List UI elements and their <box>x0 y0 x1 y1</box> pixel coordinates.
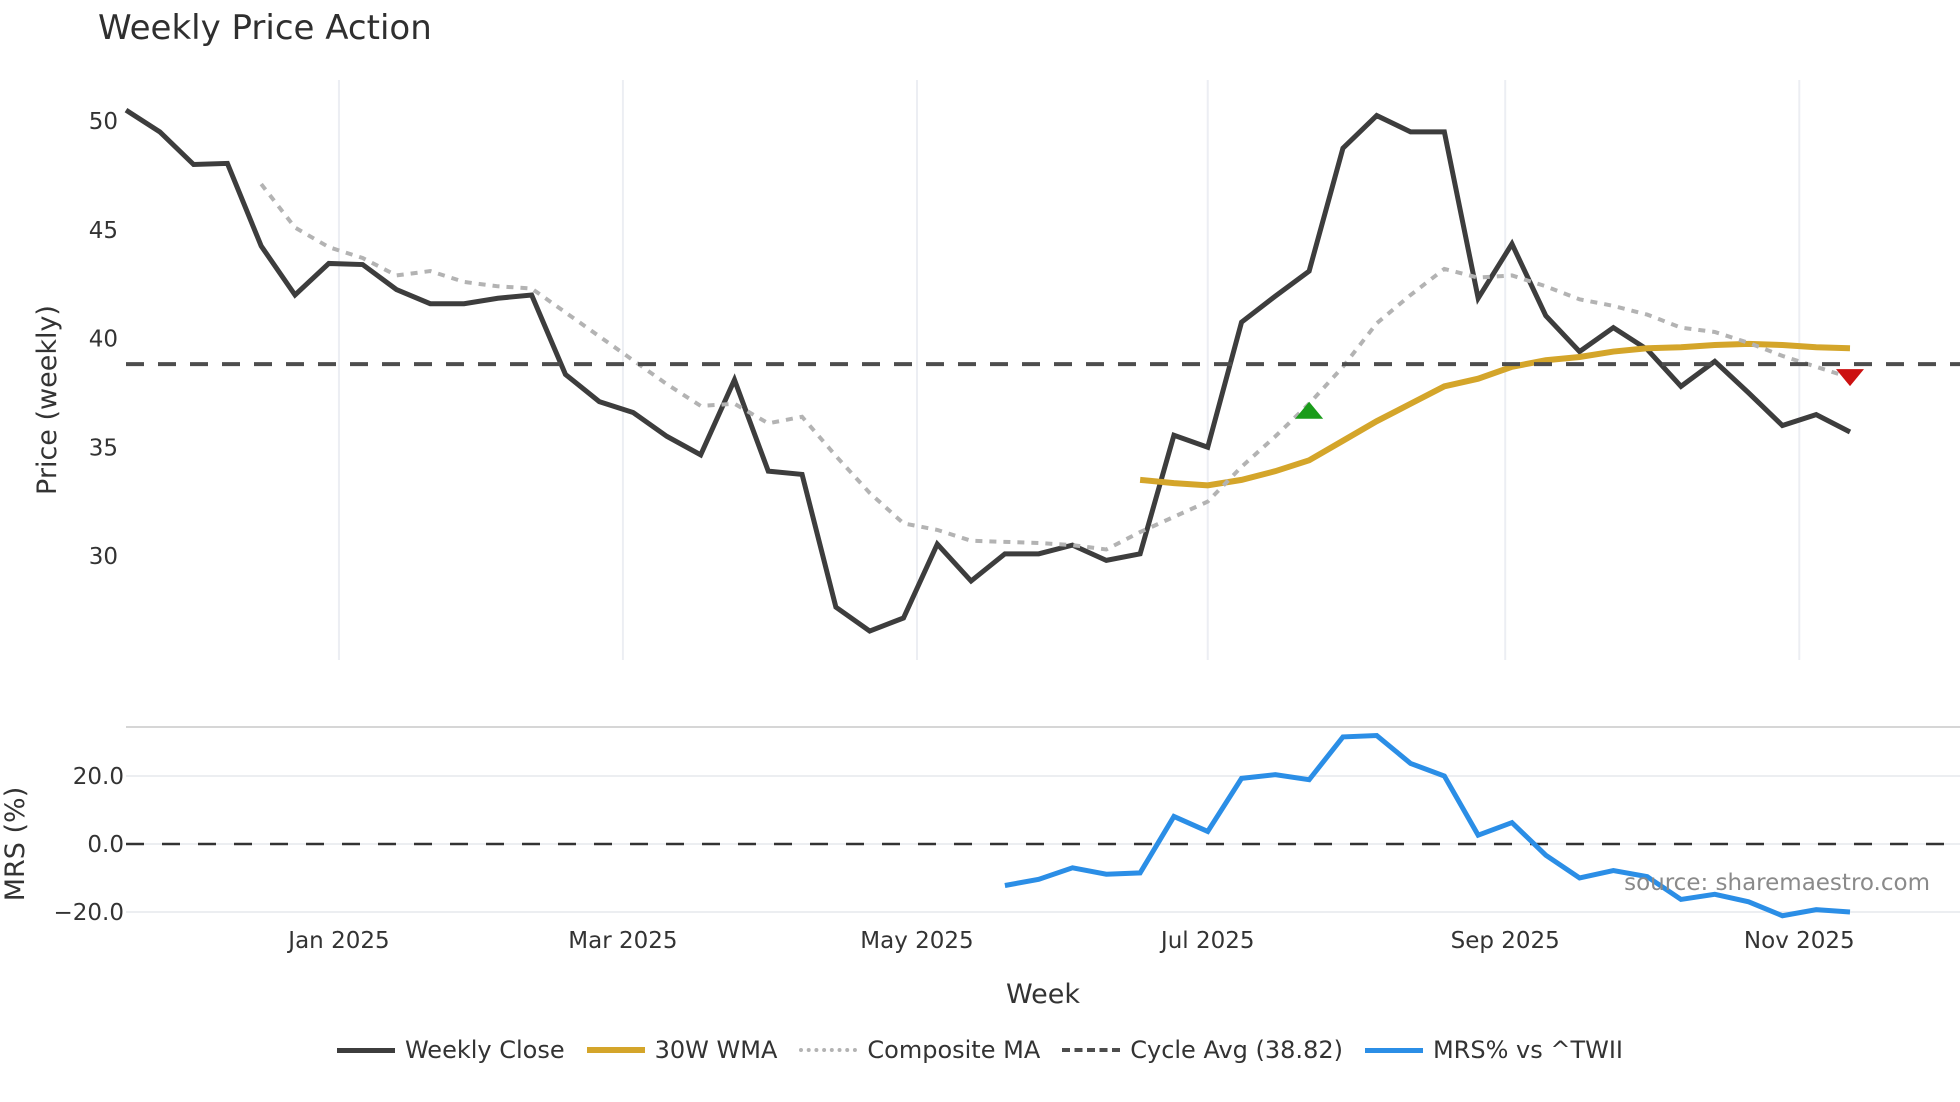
legend-label: Cycle Avg (38.82) <box>1130 1036 1343 1064</box>
x-axis: Jan 2025 Mar 2025 May 2025 Jul 2025 Sep 2025… <box>286 928 1854 1010</box>
legend-item-cycle-avg[interactable]: Cycle Avg (38.82) <box>1062 1036 1343 1064</box>
legend-item-composite-ma[interactable]: Composite MA <box>799 1036 1040 1064</box>
x-axis-label: Week <box>1006 979 1080 1010</box>
price-panel: 30 35 40 45 50 Price (weekly) <box>32 80 1960 660</box>
source-watermark: source: sharemaestro.com <box>1624 870 1930 896</box>
x-tick-label: Jan 2025 <box>286 928 389 954</box>
legend-item-mrs[interactable]: MRS% vs ^TWII <box>1364 1036 1624 1064</box>
legend-swatch-30w-wma <box>586 1047 645 1053</box>
buy-signal-icon <box>1295 401 1324 419</box>
legend-item-30w-wma[interactable]: 30W WMA <box>586 1036 778 1064</box>
chart-title: Weekly Price Action <box>98 8 432 48</box>
series-30w-wma <box>1139 340 1851 489</box>
legend: Weekly Close 30W WMA Composite MA Cycle … <box>0 1036 1960 1064</box>
x-tick-label: Jul 2025 <box>1159 928 1255 954</box>
y-tick-label: 50 <box>89 109 118 135</box>
legend-label: 30W WMA <box>654 1036 778 1064</box>
mrs-panel: 20.0 0.0 −20.0 MRS (%) source: sharemaestro.… <box>0 726 1960 926</box>
series-weekly-close <box>124 108 1852 634</box>
mrs-axis-label: MRS (%) <box>0 787 31 902</box>
legend-label: Composite MA <box>867 1036 1041 1064</box>
y-tick-label: 20.0 <box>73 764 124 790</box>
y-tick-label: 45 <box>89 218 118 244</box>
x-tick-label: Mar 2025 <box>568 928 677 954</box>
x-tick-label: Sep 2025 <box>1451 928 1560 954</box>
y-tick-label: −20.0 <box>54 900 124 926</box>
series-composite-ma <box>259 182 1851 552</box>
x-tick-label: Nov 2025 <box>1744 928 1855 954</box>
legend-label: Weekly Close <box>404 1036 565 1064</box>
legend-swatch-weekly-close <box>336 1047 395 1053</box>
legend-swatch-composite-ma <box>799 1048 858 1052</box>
y-tick-label: 0.0 <box>87 832 124 858</box>
series-mrs <box>1004 733 1851 919</box>
legend-label: MRS% vs ^TWII <box>1432 1036 1624 1064</box>
y-tick-label: 30 <box>89 544 118 570</box>
sell-signal-icon <box>1836 369 1864 387</box>
legend-swatch-mrs <box>1364 1047 1423 1053</box>
y-tick-label: 40 <box>89 327 118 353</box>
y-axis-label: Price (weekly) <box>32 305 63 495</box>
legend-item-weekly-close[interactable]: Weekly Close <box>336 1036 565 1064</box>
y-tick-label: 35 <box>89 435 118 461</box>
x-tick-label: May 2025 <box>860 928 973 954</box>
legend-swatch-cycle-avg <box>1062 1048 1121 1052</box>
chart-canvas: 30 35 40 45 50 Price (weekly) 20.0 0.0 −20.0 MRS… <box>0 80 1960 1010</box>
